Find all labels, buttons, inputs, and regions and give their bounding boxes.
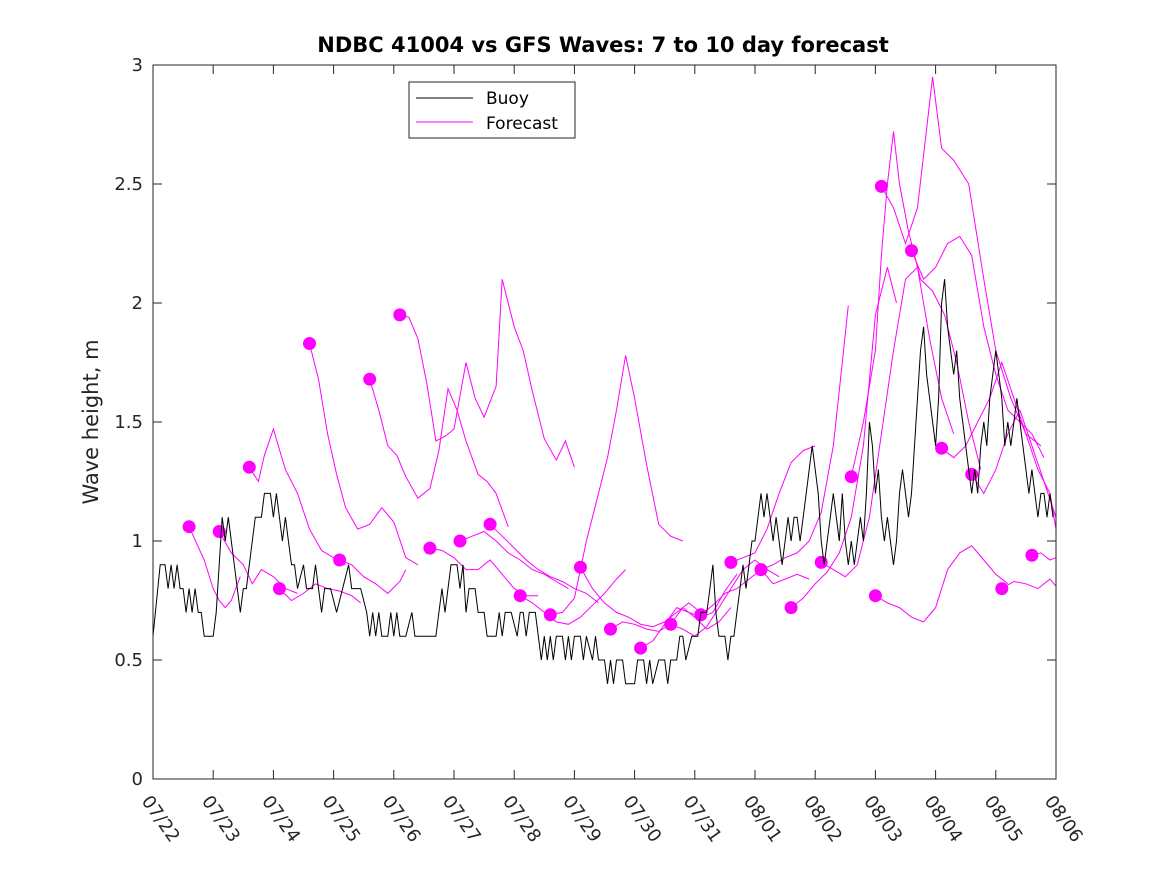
y-tick-label: 0.5 bbox=[114, 650, 143, 671]
y-tick-label: 0 bbox=[132, 769, 143, 790]
forecast-start-marker bbox=[483, 517, 497, 531]
forecast-run-line bbox=[1001, 578, 1057, 590]
forecast-start-marker bbox=[513, 589, 527, 603]
forecast-start-marker bbox=[393, 308, 407, 322]
forecast-start-marker bbox=[573, 560, 587, 574]
forecast-run-line bbox=[880, 76, 1042, 447]
forecast-run-line bbox=[309, 343, 419, 566]
forecast-run-line bbox=[279, 583, 362, 604]
forecast-run-line bbox=[188, 526, 241, 609]
forecast-run-line bbox=[911, 235, 1045, 458]
forecast-start-marker bbox=[784, 601, 798, 615]
y-tick-label: 1.5 bbox=[114, 412, 143, 433]
forecast-run-line bbox=[875, 545, 1009, 623]
forecast-start-marker bbox=[814, 555, 828, 569]
buoy-line bbox=[152, 279, 1054, 685]
forecast-start-marker bbox=[212, 525, 226, 538]
forecast-start-marker bbox=[453, 534, 467, 548]
legend: Buoy Forecast bbox=[408, 81, 576, 139]
forecast-run-line bbox=[339, 559, 407, 595]
forecast-start-marker bbox=[905, 244, 918, 258]
y-tick-label: 1 bbox=[132, 531, 143, 552]
y-axis-label: Wave height, m bbox=[79, 339, 103, 504]
forecast-start-marker bbox=[604, 622, 617, 636]
legend-box bbox=[408, 81, 576, 139]
forecast-start-marker bbox=[664, 617, 678, 631]
forecast-run-line bbox=[760, 305, 849, 571]
plot-area bbox=[152, 76, 1057, 685]
forecast-start-marker bbox=[1025, 548, 1039, 562]
plot-frame bbox=[152, 64, 1057, 780]
forecast-start-marker bbox=[333, 553, 347, 567]
forecast-run-line bbox=[369, 379, 509, 527]
legend-buoy-label: Buoy bbox=[486, 89, 529, 109]
forecast-start-marker bbox=[874, 179, 888, 193]
forecast-start-marker bbox=[242, 460, 256, 474]
y-tick-label: 2 bbox=[132, 293, 143, 314]
forecast-start-marker bbox=[995, 582, 1009, 596]
forecast-run-line bbox=[489, 523, 599, 604]
y-tick-label: 2.5 bbox=[114, 174, 143, 195]
forecast-start-marker bbox=[754, 563, 768, 577]
forecast-run-line bbox=[248, 427, 346, 566]
forecast-start-marker bbox=[724, 555, 738, 569]
forecast-run-line bbox=[820, 266, 955, 578]
forecast-start-marker bbox=[543, 608, 557, 622]
forecast-run-line bbox=[550, 355, 683, 616]
forecast-start-marker bbox=[868, 589, 882, 603]
forecast-start-marker bbox=[844, 470, 858, 484]
forecast-run-line bbox=[399, 279, 575, 468]
forecast-run-line bbox=[700, 568, 810, 616]
forecast-start-marker bbox=[423, 541, 437, 555]
forecast-run-line bbox=[730, 445, 816, 563]
y-tick-label: 3 bbox=[132, 55, 143, 76]
forecast-run-line bbox=[850, 131, 982, 477]
forecast-start-marker bbox=[303, 337, 316, 350]
forecast-start-marker bbox=[634, 641, 648, 655]
forecast-run-line bbox=[941, 360, 1057, 530]
forecast-start-marker bbox=[272, 582, 286, 596]
forecast-start-marker bbox=[935, 441, 949, 455]
forecast-run-line bbox=[640, 574, 738, 649]
forecast-start-marker bbox=[363, 372, 377, 386]
forecast-run-line bbox=[519, 569, 626, 625]
forecast-run-line bbox=[459, 530, 569, 590]
chart-title: NDBC 41004 vs GFS Waves: 7 to 10 day for… bbox=[317, 33, 888, 57]
forecast-start-marker bbox=[182, 520, 196, 534]
legend-forecast-label: Forecast bbox=[486, 114, 558, 134]
